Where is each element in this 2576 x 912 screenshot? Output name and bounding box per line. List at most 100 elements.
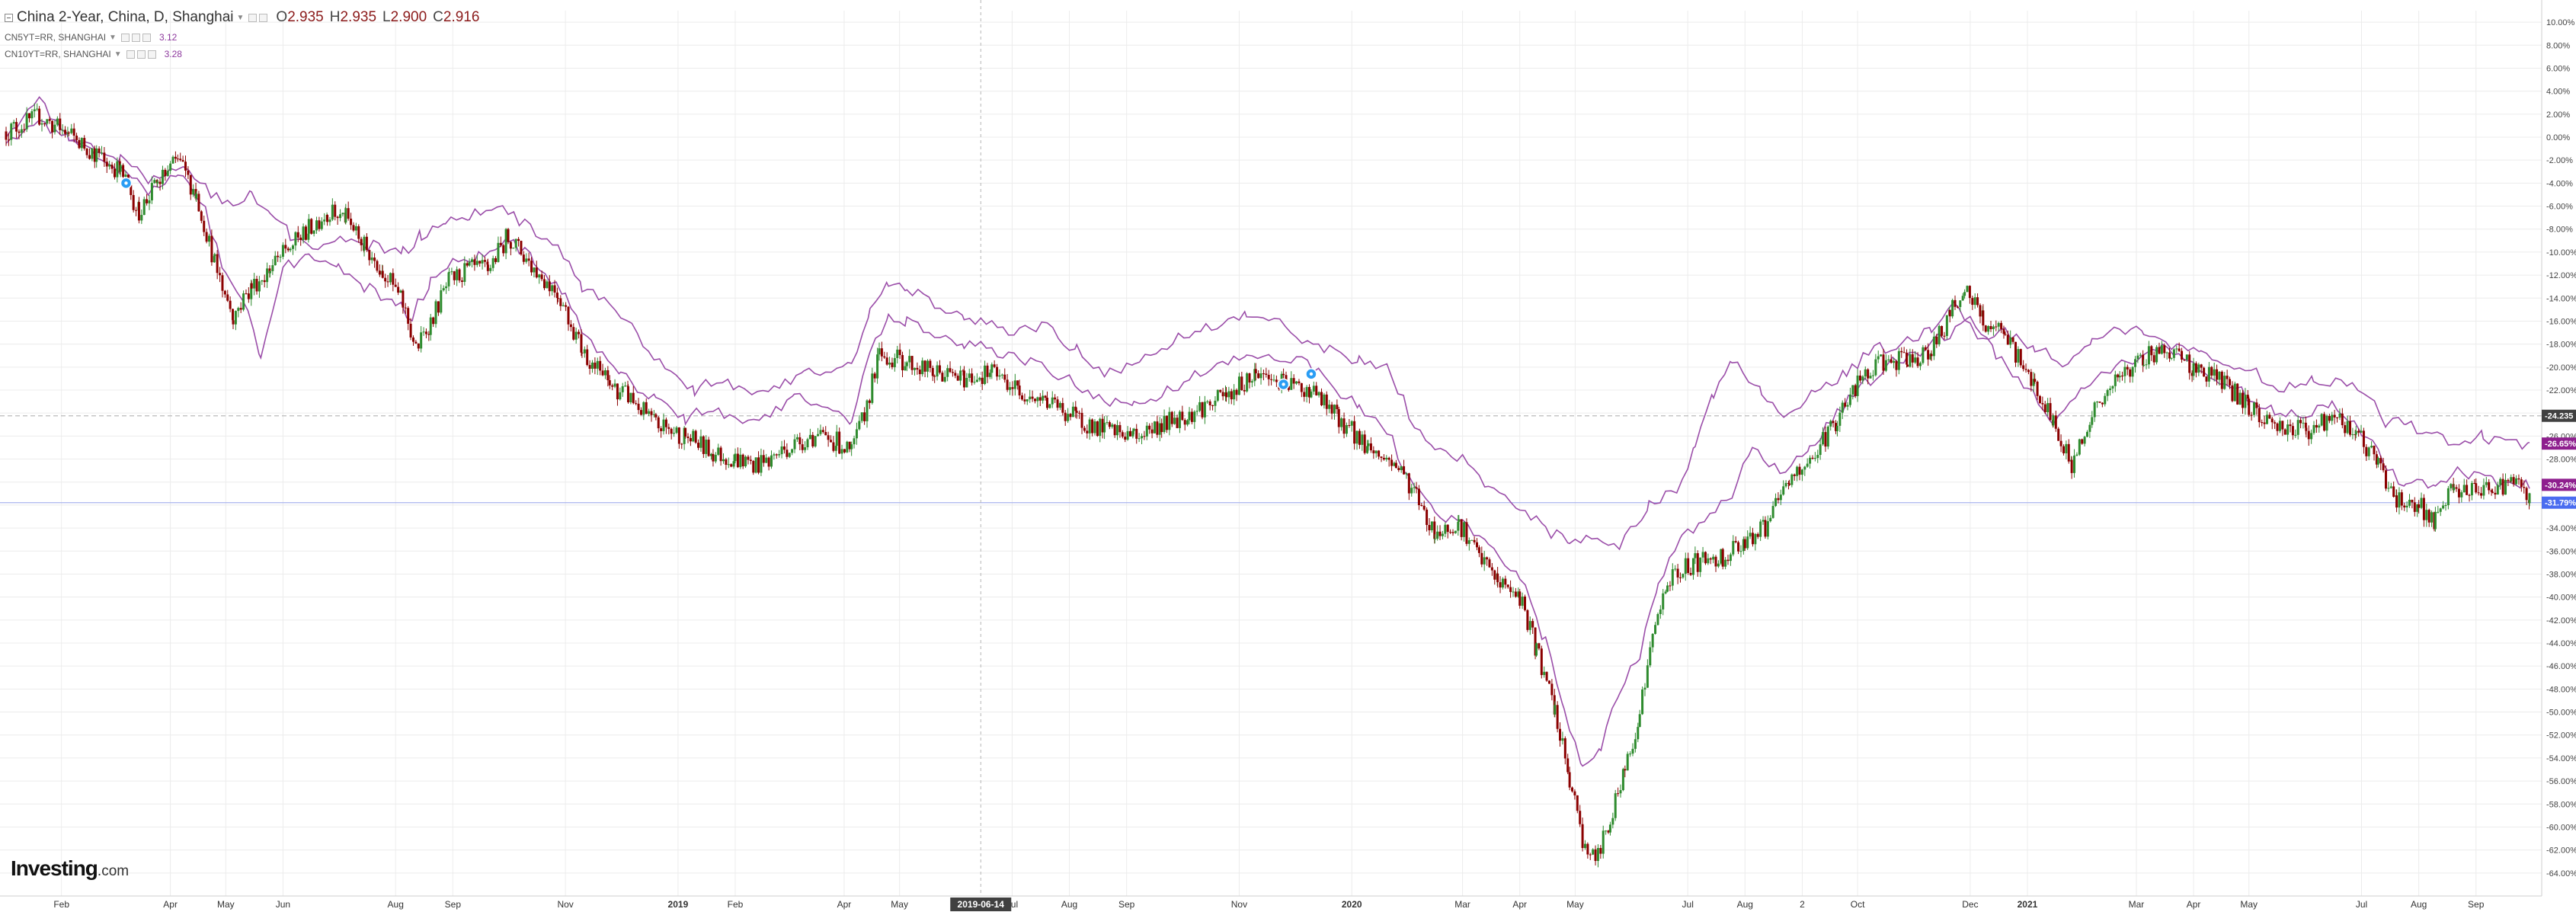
candle-body [2258, 408, 2261, 423]
candle-body [853, 438, 856, 445]
candle-body [456, 269, 459, 280]
candle-body [399, 290, 402, 293]
candle-body [2101, 402, 2104, 405]
candle-body [210, 235, 213, 263]
candle-body [1336, 405, 1339, 410]
visibility-icon[interactable] [120, 33, 130, 42]
visibility-icon[interactable] [126, 50, 135, 59]
settings-icon[interactable] [131, 33, 140, 42]
candle-body [2296, 420, 2299, 435]
candle-body [1064, 412, 1067, 421]
candle-body [863, 412, 866, 421]
collapse-legend-icon[interactable] [5, 13, 13, 22]
settings-icon[interactable] [136, 50, 146, 59]
overlay-series-name: CN10YT=RR, SHANGHAI [5, 49, 111, 59]
candle-body [1694, 553, 1697, 558]
candle-body [811, 434, 814, 446]
candle-body [1929, 354, 1932, 360]
candle-body [1938, 325, 1941, 345]
remove-icon[interactable] [147, 50, 156, 59]
candle-body [197, 194, 200, 212]
candle-body [2017, 349, 2020, 363]
chevron-down-icon[interactable]: ▼ [236, 13, 245, 22]
y-axis-tick-label: -28.00% [2546, 456, 2576, 465]
candle-body [2389, 486, 2392, 488]
chart-title: China 2-Year, China, D, Shanghai [17, 9, 234, 25]
candle-body [2131, 366, 2134, 377]
candle-body [1096, 421, 1099, 437]
candle-body [110, 165, 114, 169]
candle-body [445, 286, 448, 289]
candle-body [1535, 643, 1538, 656]
candle-body [2278, 421, 2281, 431]
investing-logo: Investing.com [11, 856, 129, 881]
y-axis-tick-label: -60.00% [2546, 823, 2576, 832]
candle-body [905, 362, 908, 366]
candle-body [2354, 434, 2357, 436]
candle-body [328, 219, 331, 222]
candle-body [2382, 463, 2385, 471]
candle-body [1800, 469, 1803, 475]
candle-body [315, 220, 318, 231]
candle-body [2420, 498, 2423, 508]
candle-body [2081, 439, 2084, 444]
candle-body [113, 168, 116, 178]
candle-body [93, 148, 96, 162]
candle-body [1477, 547, 1480, 553]
candle-body [2192, 363, 2195, 376]
logo-suffix: .com [97, 863, 130, 879]
candle-body [1186, 420, 1189, 425]
candle-body [205, 232, 208, 242]
main-series-header: China 2-Year, China, D, Shanghai ▼ O 2.93… [5, 6, 479, 29]
candle-body [2158, 347, 2161, 354]
candle-body [2320, 414, 2323, 426]
candle-body [148, 200, 151, 203]
chevron-down-icon[interactable]: ▼ [109, 33, 117, 42]
candle-body [1045, 397, 1048, 408]
candle-body [116, 161, 119, 178]
candle-body [2485, 482, 2488, 485]
candle-body [1922, 347, 1925, 363]
candle-body [520, 241, 523, 255]
candle-body [268, 270, 271, 274]
candle-body [171, 156, 174, 164]
candle-body [2093, 402, 2096, 418]
candle-body [1704, 552, 1707, 564]
candle-body [1224, 392, 1227, 398]
candle-body [978, 377, 981, 380]
settings-icon[interactable] [259, 13, 268, 22]
candle-body [754, 457, 757, 473]
candle-body [1734, 541, 1737, 542]
candle-body [2085, 431, 2088, 437]
candle-body [229, 300, 232, 309]
candle-body [2155, 347, 2158, 363]
candle-body [1906, 364, 1909, 367]
chevron-down-icon[interactable]: ▼ [114, 50, 122, 59]
remove-icon[interactable] [142, 33, 151, 42]
candle-body [1367, 443, 1370, 446]
candle-body [101, 152, 104, 154]
candle-body [40, 123, 43, 125]
candle-body [447, 272, 450, 274]
candle-body [334, 204, 337, 217]
candle-body [1470, 539, 1474, 541]
visibility-icon[interactable] [248, 13, 258, 22]
candle-body [527, 258, 530, 261]
candle-body [1420, 505, 1423, 507]
candle-body [1856, 375, 1859, 396]
candle-body [1784, 482, 1787, 487]
candle-body [2088, 424, 2091, 432]
candle-body [2475, 483, 2478, 493]
candle-body [1737, 542, 1740, 552]
candle-body [2091, 417, 2094, 425]
value-badge-label: -26.65% [2545, 440, 2576, 449]
candle-body [1457, 521, 1460, 531]
candle-body [1233, 389, 1236, 400]
candle-body [1829, 421, 1832, 427]
candle-body [414, 341, 418, 344]
candle-body [2490, 490, 2493, 492]
y-axis-tick-label: -50.00% [2546, 709, 2576, 718]
candle-body [2405, 505, 2408, 507]
